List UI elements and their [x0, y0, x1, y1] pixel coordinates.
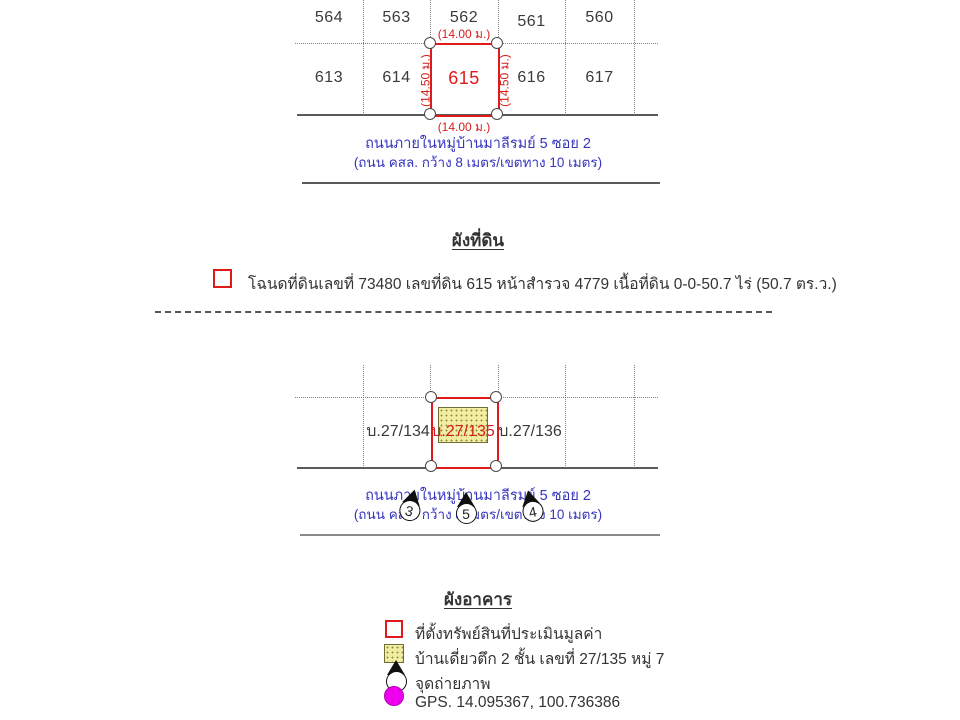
- corner-marker-icon: [425, 391, 437, 403]
- plot-number: 616: [517, 69, 546, 86]
- building-label: บ.27/134: [366, 423, 430, 440]
- plot-number: 564: [314, 9, 344, 26]
- plot-number: 561: [517, 13, 546, 30]
- grid-line: [430, 365, 431, 398]
- corner-marker-icon: [491, 37, 503, 49]
- grid-line: [634, 365, 635, 468]
- legend-item-label: ที่ตั้งทรัพย์สินที่ประเมินมูลค่า: [415, 626, 603, 643]
- subject-plot-legend-swatch: [213, 269, 232, 288]
- legend-item-label: จุดถ่ายภาพ: [415, 676, 491, 693]
- plot-number-highlighted: 615: [448, 68, 480, 88]
- land-plan-heading: ผังที่ดิน: [451, 231, 505, 250]
- road-detail: (ถนน คสล. กว้าง 8 เมตร/เขตทาง 10 เมตร): [353, 155, 603, 170]
- section-separator: [155, 311, 772, 313]
- corner-marker-icon: [491, 108, 503, 120]
- legend-item-label: บ้านเดี่ยวตึก 2 ชั้น เลขที่ 27/135 หมู่ …: [415, 651, 665, 668]
- plot-number: 563: [382, 9, 411, 26]
- corner-marker-icon: [490, 460, 502, 472]
- grid-line: [430, 0, 431, 43]
- plot-number: 560: [585, 9, 614, 26]
- gps-point-icon: [384, 686, 404, 706]
- grid-line: [634, 0, 635, 115]
- building-footprint: [438, 407, 488, 443]
- grid-line: [565, 365, 566, 468]
- dimension-label-bottom: (14.00 ม.): [437, 120, 491, 134]
- building-label: บ.27/136: [498, 423, 562, 440]
- corner-marker-icon: [425, 460, 437, 472]
- grid-line: [363, 0, 364, 115]
- camera-point-icon: 5: [453, 492, 479, 530]
- building-label-highlighted: บ.27/135: [431, 423, 495, 440]
- dimension-label-left: (14.50 ม.): [418, 54, 433, 107]
- plot-number: 617: [585, 69, 614, 86]
- legend-item-label: GPS. 14.095367, 100.736386: [415, 694, 621, 711]
- subject-location-legend-swatch: [385, 620, 403, 638]
- subject-plot-outline: [430, 43, 500, 117]
- camera-point-number: 5: [455, 503, 477, 524]
- plot-number: 613: [314, 69, 344, 86]
- grid-line: [498, 365, 499, 398]
- subject-building-outline: [431, 397, 499, 469]
- road-edge-line: [302, 182, 660, 184]
- land-plan-legend-text: โฉนดที่ดินเลขที่ 73480 เลขที่ดิน 615 หน้…: [248, 276, 837, 293]
- corner-marker-icon: [490, 391, 502, 403]
- dimension-label-right: (14.50 ม.): [497, 54, 512, 107]
- grid-line: [565, 0, 566, 115]
- dimension-label-top: (14.00 ม.): [437, 27, 491, 41]
- grid-line: [498, 0, 499, 43]
- plot-number: 614: [382, 69, 411, 86]
- road-edge-line: [300, 534, 660, 536]
- corner-marker-icon: [424, 37, 436, 49]
- road-name: ถนนภายในหมู่บ้านมาลีรมย์ 5 ซอย 2: [365, 136, 591, 152]
- building-legend-swatch: [384, 644, 404, 663]
- plot-number: 562: [449, 9, 479, 26]
- grid-line: [363, 365, 364, 468]
- building-plan-heading: ผังอาคาร: [443, 590, 513, 609]
- corner-marker-icon: [424, 108, 436, 120]
